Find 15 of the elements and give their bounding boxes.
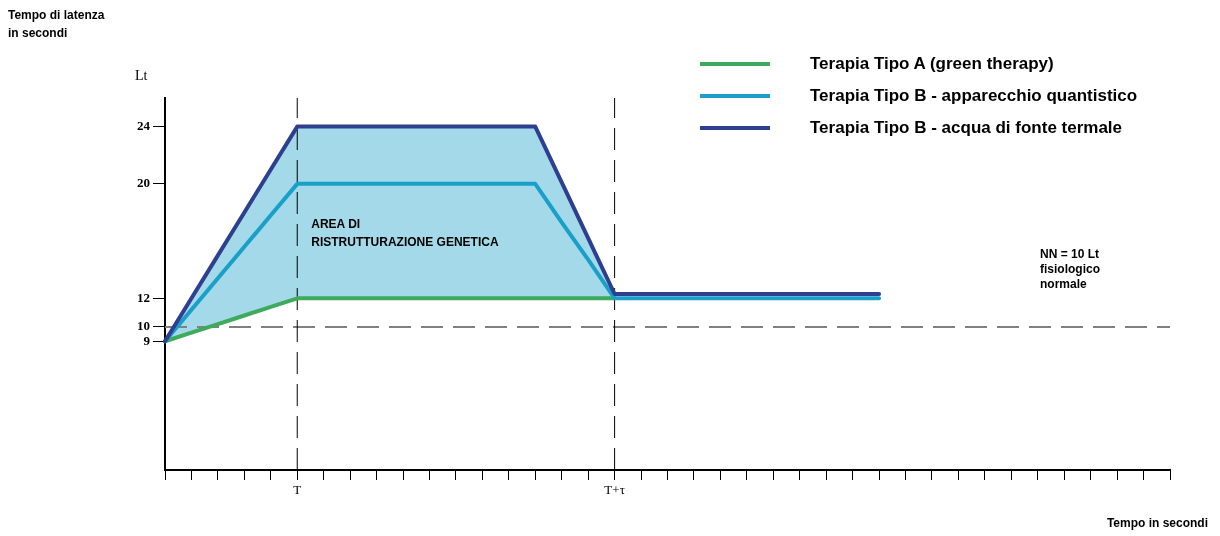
y-tick-label: 10 [137,318,150,334]
legend-label: Terapia Tipo B - acqua di fonte termale [810,118,1123,138]
y-tick-label: 24 [137,117,151,133]
text: Tempo di latenza in secondi [8,7,106,42]
y-tick-label: 12 [137,289,150,305]
y-tick-label: 9 [143,332,151,348]
x-axis-title: Tempo in secondi [1106,516,1208,530]
y-axis-title: Lt [135,67,148,83]
annotation: AREA DI RISTRUTTURAZIONE GENETICA [311,217,499,250]
x-tick-label: T [293,482,302,498]
ref-line-label: NN = 10 Lt fisiologico normale [1040,247,1100,292]
legend-label: Terapia Tipo A (green therapy) [810,54,1054,74]
x-tick-label: T+τ [604,482,625,498]
y-tick-label: 20 [137,175,150,191]
legend-label: Terapia Tipo B - apparecchio quantistico [810,86,1138,106]
